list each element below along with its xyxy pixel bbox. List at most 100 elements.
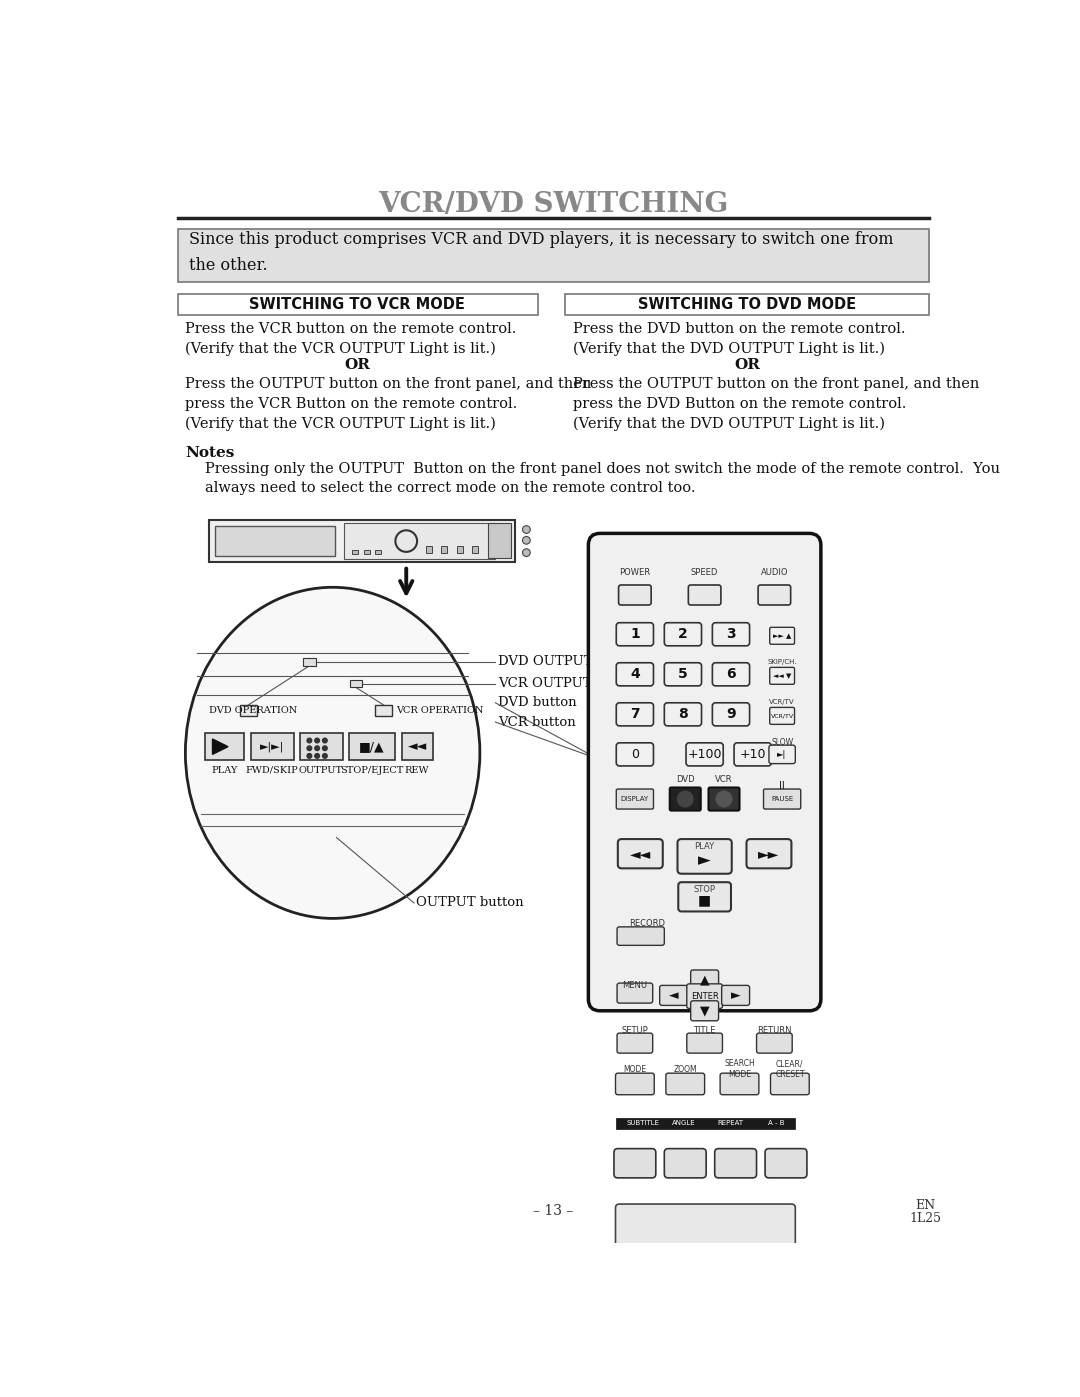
Bar: [240, 705, 257, 715]
Text: ▼: ▼: [700, 1004, 710, 1017]
Text: RECORD: RECORD: [630, 919, 665, 928]
Text: STOP: STOP: [693, 884, 716, 894]
FancyBboxPatch shape: [721, 985, 750, 1006]
FancyBboxPatch shape: [670, 788, 701, 810]
Text: SUBTITLE: SUBTITLE: [626, 1120, 659, 1126]
FancyBboxPatch shape: [765, 1148, 807, 1178]
Text: Pressing only the OUTPUT  Button on the front panel does not switch the mode of : Pressing only the OUTPUT Button on the f…: [205, 462, 1000, 496]
Text: 2: 2: [678, 627, 688, 641]
Text: 6: 6: [726, 668, 735, 682]
Text: CLEAR/
CRESET: CLEAR/ CRESET: [775, 1059, 805, 1080]
Text: ►: ►: [731, 989, 741, 1002]
Text: RETURN: RETURN: [757, 1027, 792, 1035]
Text: DISPLAY: DISPLAY: [621, 796, 649, 802]
FancyBboxPatch shape: [713, 662, 750, 686]
Text: 8: 8: [678, 707, 688, 721]
FancyBboxPatch shape: [686, 743, 724, 766]
Bar: [364, 549, 369, 555]
Text: ■/▲: ■/▲: [360, 740, 384, 753]
Text: AUDIO: AUDIO: [760, 567, 788, 577]
Text: VCR/TV: VCR/TV: [769, 698, 795, 705]
FancyBboxPatch shape: [617, 743, 653, 766]
Text: SKIP/CH.: SKIP/CH.: [768, 659, 797, 665]
FancyBboxPatch shape: [713, 623, 750, 645]
Text: SWITCHING TO DVD MODE: SWITCHING TO DVD MODE: [638, 298, 856, 312]
Text: VCR button: VCR button: [498, 715, 576, 729]
Text: ►: ►: [699, 851, 711, 869]
Text: ◄◄ ▼: ◄◄ ▼: [773, 673, 792, 679]
Circle shape: [323, 746, 327, 750]
Text: PLAY: PLAY: [694, 842, 715, 851]
Circle shape: [307, 753, 312, 759]
FancyBboxPatch shape: [687, 983, 723, 1009]
Text: DVD button: DVD button: [498, 696, 577, 710]
Text: II: II: [780, 781, 785, 791]
FancyBboxPatch shape: [619, 585, 651, 605]
Text: 0: 0: [631, 747, 639, 761]
Circle shape: [323, 753, 327, 759]
FancyBboxPatch shape: [688, 585, 721, 605]
FancyBboxPatch shape: [664, 623, 702, 645]
Text: DVD: DVD: [676, 775, 694, 784]
Bar: [352, 549, 359, 555]
Text: 1: 1: [630, 627, 639, 641]
Text: ◄◄: ◄◄: [630, 847, 651, 861]
FancyBboxPatch shape: [746, 840, 792, 869]
FancyBboxPatch shape: [660, 985, 688, 1006]
Bar: [441, 546, 447, 553]
Text: REW: REW: [405, 766, 430, 775]
FancyBboxPatch shape: [713, 703, 750, 726]
Text: 3: 3: [726, 627, 735, 641]
Bar: [300, 733, 342, 760]
Text: Notes: Notes: [186, 447, 234, 461]
FancyBboxPatch shape: [617, 789, 653, 809]
FancyBboxPatch shape: [617, 662, 653, 686]
FancyBboxPatch shape: [617, 983, 652, 1003]
Text: ►►: ►►: [758, 847, 780, 861]
FancyBboxPatch shape: [734, 743, 771, 766]
FancyBboxPatch shape: [678, 882, 731, 911]
Circle shape: [307, 738, 312, 743]
FancyBboxPatch shape: [687, 1034, 723, 1053]
FancyBboxPatch shape: [720, 1073, 759, 1095]
FancyBboxPatch shape: [764, 789, 800, 809]
Circle shape: [677, 791, 693, 807]
Bar: [402, 733, 433, 760]
Text: ▲: ▲: [700, 974, 710, 986]
Text: OR: OR: [345, 358, 370, 372]
Text: ◄: ◄: [669, 989, 678, 1002]
FancyBboxPatch shape: [664, 662, 702, 686]
Circle shape: [307, 746, 312, 750]
Text: VCR OUTPUT Light: VCR OUTPUT Light: [498, 678, 631, 690]
Text: FWD/SKIP: FWD/SKIP: [246, 766, 298, 775]
FancyBboxPatch shape: [770, 707, 795, 725]
Bar: [616, 1118, 795, 1129]
Bar: [303, 658, 315, 666]
FancyBboxPatch shape: [666, 1073, 704, 1095]
Text: +10: +10: [740, 747, 766, 761]
Polygon shape: [213, 739, 228, 754]
Circle shape: [523, 525, 530, 534]
Text: REPEAT: REPEAT: [717, 1120, 743, 1126]
Circle shape: [523, 549, 530, 556]
Text: SLOW: SLOW: [771, 738, 793, 746]
FancyBboxPatch shape: [208, 520, 515, 562]
Bar: [375, 549, 381, 555]
Text: ANGLE: ANGLE: [672, 1120, 696, 1126]
Text: ENTER: ENTER: [691, 992, 718, 1000]
Bar: [205, 733, 243, 760]
Text: SETUP: SETUP: [621, 1027, 648, 1035]
Text: DVD OPERATION: DVD OPERATION: [208, 705, 297, 715]
Text: STOP/EJECT: STOP/EJECT: [340, 766, 404, 775]
Text: Since this product comprises VCR and DVD players, it is necessary to switch one : Since this product comprises VCR and DVD…: [189, 231, 894, 274]
FancyBboxPatch shape: [616, 1073, 654, 1095]
Text: – 13 –: – 13 –: [534, 1204, 573, 1218]
Bar: [488, 524, 511, 557]
Bar: [350, 680, 362, 687]
Text: Press the DVD button on the remote control.
(Verify that the DVD OUTPUT Light is: Press the DVD button on the remote contr…: [572, 321, 905, 356]
FancyBboxPatch shape: [664, 703, 702, 726]
Text: 7: 7: [630, 707, 639, 721]
FancyBboxPatch shape: [715, 1148, 757, 1178]
FancyBboxPatch shape: [770, 1073, 809, 1095]
FancyBboxPatch shape: [664, 1148, 706, 1178]
